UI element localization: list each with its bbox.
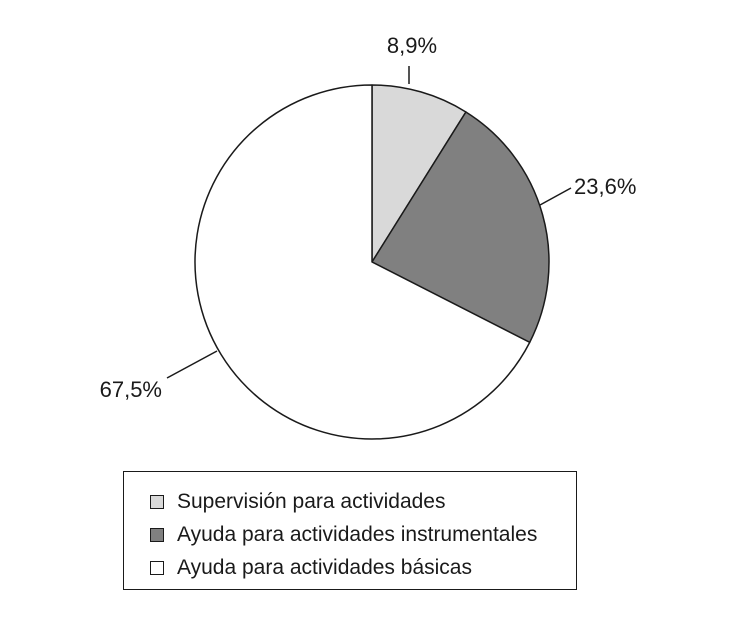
legend-item: Ayuda para actividades básicas: [150, 551, 576, 584]
slice-value-label: 23,6%: [574, 174, 636, 199]
pie-slices: [194, 84, 550, 440]
legend-swatch: [150, 494, 164, 509]
slice-value-label: 8,9%: [387, 33, 437, 58]
legend: Supervisión para actividades Ayuda para …: [123, 471, 577, 590]
legend-item: Ayuda para actividades instrumentales: [150, 518, 576, 551]
leader-line: [539, 187, 572, 206]
leader-lines: [166, 66, 572, 379]
slice-labels: 8,9% 23,6% 67,5%: [100, 33, 637, 402]
legend-label: Ayuda para actividades básicas: [177, 555, 472, 579]
legend-label: Supervisión para actividades: [177, 489, 446, 513]
slice-value-label: 67,5%: [100, 377, 162, 402]
pie-slice: [371, 111, 550, 344]
legend-swatch: [150, 527, 164, 542]
leader-line: [166, 350, 218, 379]
legend-item: Supervisión para actividades: [150, 485, 576, 518]
legend-label: Ayuda para actividades instrumentales: [177, 522, 538, 546]
legend-swatch: [150, 560, 164, 575]
pie-slice: [194, 84, 531, 440]
pie-slice: [371, 84, 467, 263]
